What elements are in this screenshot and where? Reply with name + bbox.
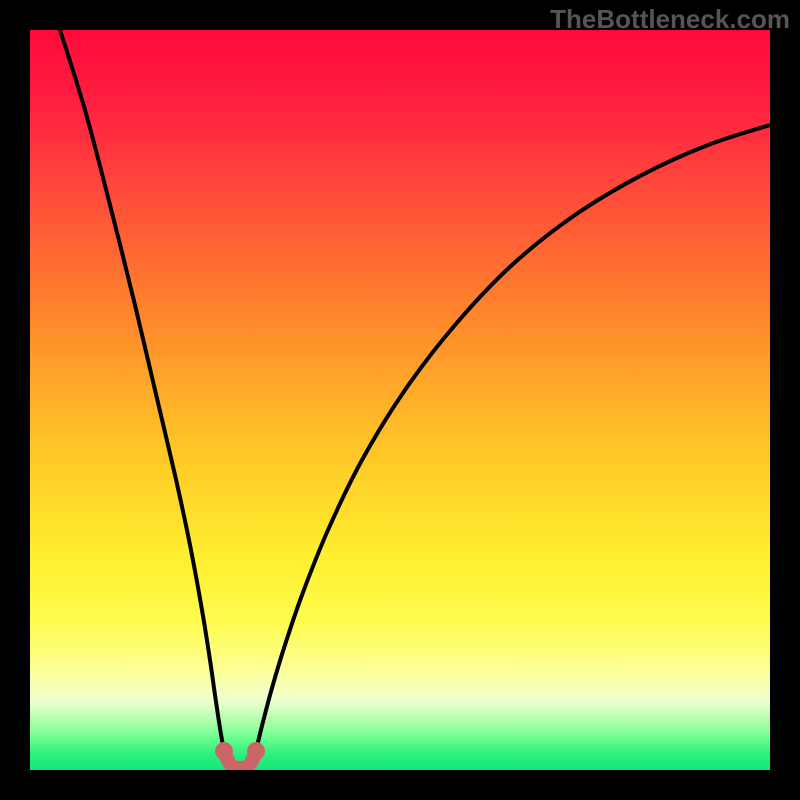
optimal-marker-dots <box>215 742 265 760</box>
watermark-text: TheBottleneck.com <box>550 4 790 35</box>
bottleneck-curve <box>30 30 770 770</box>
curve-right-branch <box>256 125 770 751</box>
curve-left-branch <box>60 30 224 751</box>
chart-container: TheBottleneck.com <box>0 0 800 800</box>
